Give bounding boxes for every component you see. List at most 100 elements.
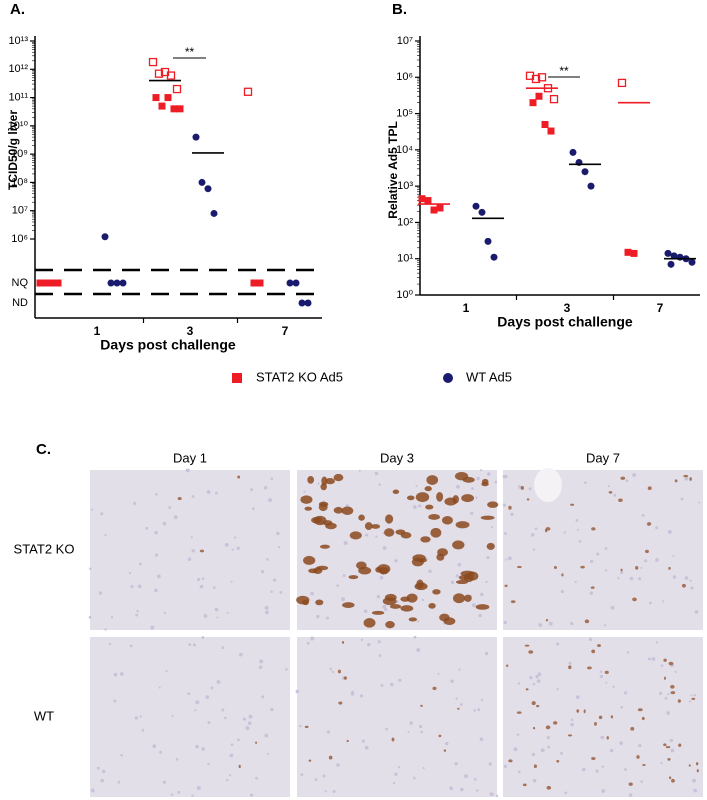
nucleus (187, 557, 192, 561)
stain (363, 618, 376, 628)
nucleus (532, 548, 536, 551)
nucleus (276, 531, 280, 536)
nucleus (171, 715, 174, 718)
stain (464, 594, 472, 602)
nucleus (90, 788, 95, 793)
stain (452, 540, 465, 550)
point (667, 260, 675, 268)
stain (385, 621, 395, 629)
nucleus (268, 498, 272, 503)
nucleus (343, 541, 348, 546)
stain (608, 491, 613, 494)
stain (567, 734, 573, 737)
nucleus (398, 678, 402, 682)
stain (695, 762, 699, 766)
stain (618, 498, 623, 502)
nucleus (374, 471, 379, 476)
nucleus (409, 721, 413, 725)
nucleus (392, 781, 396, 785)
nucleus (672, 555, 675, 558)
nucleus (507, 556, 512, 561)
nucleus (188, 643, 192, 647)
point (36, 279, 44, 287)
point (286, 279, 294, 287)
stain (392, 489, 400, 495)
nucleus (270, 707, 274, 712)
stain (531, 701, 536, 706)
histology-image (297, 637, 497, 797)
stain (506, 664, 509, 668)
stain (311, 516, 322, 524)
stain (668, 776, 672, 780)
nucleus (251, 507, 255, 511)
nucleus (599, 670, 603, 673)
nucleus (490, 792, 494, 797)
point (490, 253, 498, 261)
nucleus (162, 780, 167, 784)
nucleus (454, 762, 458, 766)
nucleus (655, 641, 658, 644)
nucleus (216, 616, 219, 619)
stain (587, 666, 592, 670)
stain (584, 619, 590, 624)
stain (316, 565, 329, 571)
stain (300, 495, 313, 504)
stain (406, 495, 415, 501)
nucleus (360, 638, 364, 642)
point (478, 208, 486, 216)
stain (303, 555, 316, 565)
nucleus (358, 469, 361, 472)
nucleus (518, 484, 521, 487)
stain (319, 544, 330, 549)
nucleus (660, 664, 664, 667)
stain (528, 650, 534, 654)
legend-swatch (443, 373, 453, 383)
nucleus (560, 751, 564, 755)
stain (328, 755, 333, 760)
nucleus (199, 584, 204, 589)
nucleus (457, 562, 462, 567)
stain (691, 697, 696, 700)
stain (641, 716, 645, 721)
nucleus (516, 733, 520, 736)
stain (177, 497, 182, 501)
nucleus (306, 641, 310, 645)
nucleus (332, 790, 336, 793)
stain (668, 661, 674, 666)
nucleus (667, 692, 670, 696)
stain (678, 743, 682, 748)
stain (545, 619, 549, 622)
nucleus (690, 586, 694, 590)
nucleus (640, 780, 643, 783)
stain (341, 641, 345, 644)
nucleus (535, 675, 539, 679)
y-tick-label: 10⁹ (11, 148, 28, 160)
stain (384, 528, 395, 537)
nucleus (300, 773, 304, 777)
nucleus (556, 642, 560, 646)
nucleus (377, 640, 381, 644)
y-tick-label: 10⁶ (11, 233, 28, 245)
nucleus (651, 657, 656, 661)
histology-panel (88, 468, 703, 798)
stain (688, 764, 691, 767)
nucleus (415, 484, 418, 488)
point (192, 133, 200, 141)
nucleus (473, 778, 477, 781)
histology-image (503, 637, 703, 797)
point (587, 182, 595, 190)
y-axis-label: TCID50/g liver (6, 110, 20, 190)
nucleus (113, 672, 118, 677)
column-label: Day 7 (586, 450, 620, 465)
nucleus (230, 743, 234, 746)
stain (441, 516, 453, 525)
stain (325, 522, 337, 530)
nucleus (96, 766, 100, 770)
nucleus (136, 609, 139, 613)
stain (307, 475, 315, 484)
nucleus (563, 531, 566, 534)
stain (583, 709, 586, 714)
nucleus (266, 558, 269, 561)
nucleus (119, 672, 124, 676)
point (430, 206, 438, 214)
